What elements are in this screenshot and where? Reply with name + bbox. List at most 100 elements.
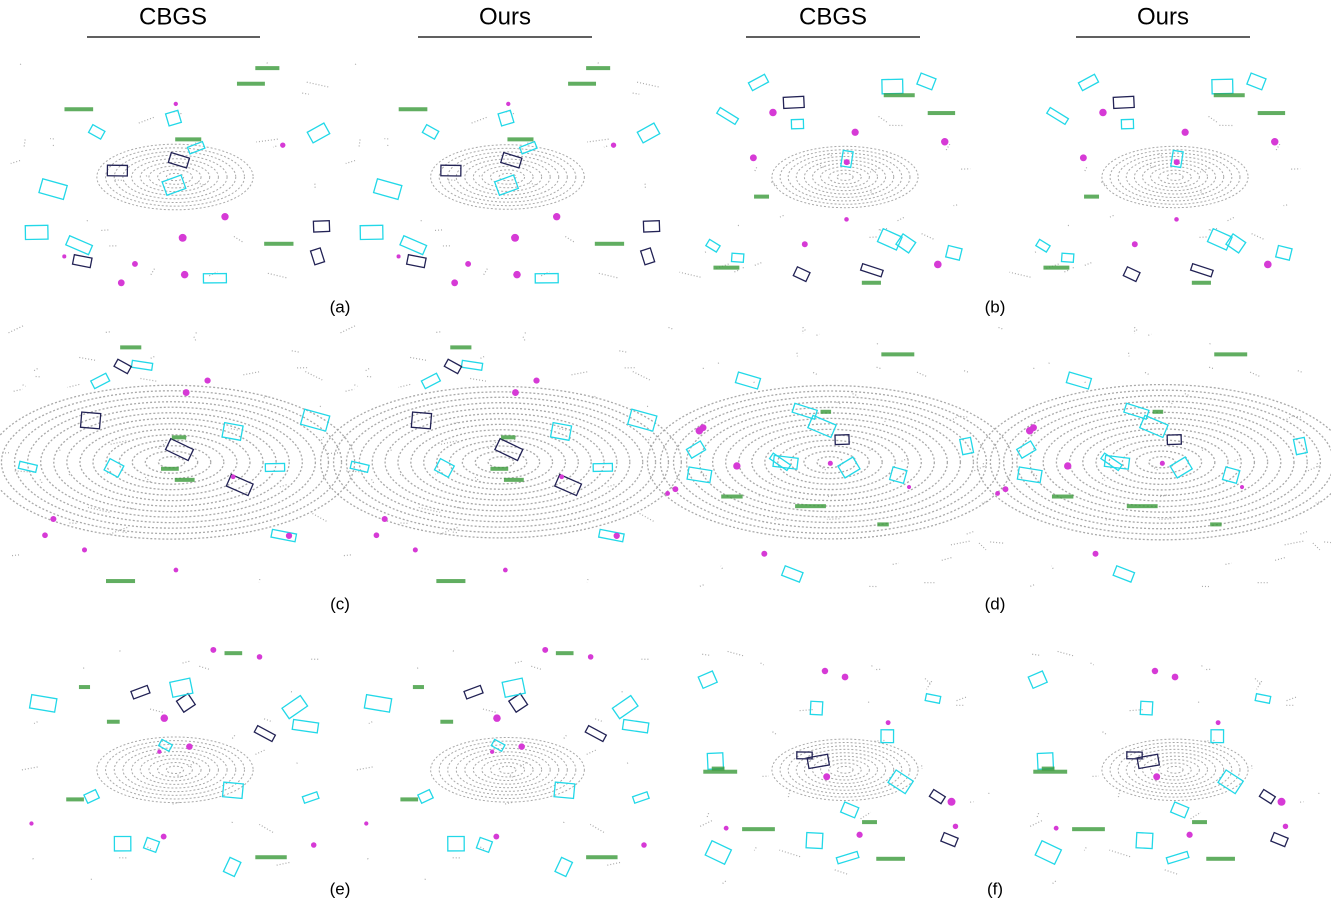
point-streak: [151, 269, 155, 275]
point-streak: [276, 863, 289, 866]
detection-box: [782, 566, 803, 582]
panel-label: (e): [330, 879, 351, 898]
detection-box: [721, 495, 742, 499]
point-streak: [290, 351, 299, 353]
scan-ring: [346, 397, 655, 527]
pedestrian: [542, 647, 548, 653]
point-streak: [1255, 678, 1260, 683]
detection-box: [84, 790, 99, 804]
detection-box: [706, 239, 720, 252]
detection-box: [170, 678, 193, 697]
scan-ring: [490, 763, 524, 777]
detection-box: [1028, 671, 1047, 688]
pedestrian: [1080, 154, 1087, 161]
point-streak: [355, 64, 356, 65]
detection-box: [917, 73, 936, 90]
detection-box: [612, 696, 638, 719]
point-streak: [604, 146, 607, 147]
point-streak: [618, 351, 627, 353]
point-streak: [853, 394, 858, 396]
pedestrian: [852, 129, 859, 136]
detection-box: [187, 142, 204, 154]
panel-label: (c): [330, 594, 350, 613]
detection-box: [399, 107, 428, 111]
point-streak: [1085, 382, 1086, 383]
detection-box: [79, 685, 90, 689]
detection-box: [687, 467, 712, 483]
point-streak: [24, 139, 25, 146]
pedestrian: [1132, 241, 1138, 247]
detection-box: [731, 253, 743, 262]
figure: CBGS Ours CBGS Ours (a) (b) (c) (d) (e) …: [0, 0, 1331, 915]
point-streak: [1317, 463, 1318, 469]
scan-ring: [119, 440, 224, 484]
detection-box: [1136, 833, 1153, 849]
pedestrian: [856, 832, 862, 838]
point-streak: [800, 710, 814, 711]
scan-ring: [488, 457, 514, 468]
detection-box: [622, 719, 648, 732]
detection-box: [166, 110, 182, 126]
point-streak: [1058, 651, 1075, 656]
scan-ring: [1159, 763, 1191, 777]
point-streak: [34, 369, 38, 371]
scan-ring: [772, 146, 918, 207]
point-streak: [319, 406, 321, 407]
detection-box: [175, 137, 201, 141]
column-header: Ours: [1137, 3, 1189, 30]
pedestrian: [934, 261, 942, 269]
point-streak: [9, 326, 24, 333]
pedestrian: [512, 389, 519, 396]
point-streak: [699, 585, 703, 587]
pedestrian: [451, 279, 458, 286]
point-streak: [479, 174, 480, 176]
pedestrian: [364, 821, 368, 825]
detection-box: [143, 837, 159, 852]
pedestrian: [161, 714, 169, 722]
detection-box: [1166, 851, 1189, 863]
pedestrian: [1283, 824, 1288, 829]
detection-box: [73, 255, 92, 268]
point-streak: [1200, 237, 1209, 238]
point-streak: [40, 479, 42, 483]
detection-box: [810, 701, 823, 715]
pedestrian: [286, 533, 292, 539]
panel-label: (a): [330, 297, 351, 316]
point-streak: [590, 824, 604, 832]
point-streak: [321, 437, 324, 441]
point-streak: [312, 513, 326, 521]
point-streak: [1251, 233, 1264, 239]
detection-box: [633, 792, 650, 803]
point-streak: [1028, 821, 1041, 828]
scan-ring: [977, 385, 1331, 540]
point-streak: [267, 63, 268, 64]
detection-box: [175, 478, 195, 482]
point-streak: [990, 542, 1004, 543]
detection-box: [25, 225, 48, 239]
pedestrian: [1054, 826, 1059, 831]
detection-box: [1218, 770, 1243, 794]
scan-ring: [499, 766, 516, 773]
point-streak: [1130, 710, 1144, 711]
detection-box: [928, 111, 955, 115]
detection-box: [436, 579, 465, 583]
point-streak: [1284, 205, 1288, 206]
scan-ring: [106, 435, 237, 490]
point-streak: [599, 273, 618, 277]
pedestrian: [506, 102, 510, 106]
pedestrian: [611, 142, 616, 147]
detection-box: [1210, 522, 1221, 526]
pedestrian: [700, 424, 707, 431]
point-streak: [598, 63, 599, 64]
detection-box: [30, 695, 57, 713]
point-streak: [1091, 663, 1094, 665]
detection-box: [1127, 504, 1158, 508]
point-streak: [607, 863, 620, 866]
point-streak: [1324, 542, 1331, 543]
detection-box: [884, 93, 915, 97]
point-streak: [20, 64, 21, 65]
scan-ring: [1102, 146, 1248, 207]
column-header: Ours: [479, 3, 531, 30]
point-streak: [1201, 666, 1203, 667]
detection-box: [501, 153, 522, 168]
